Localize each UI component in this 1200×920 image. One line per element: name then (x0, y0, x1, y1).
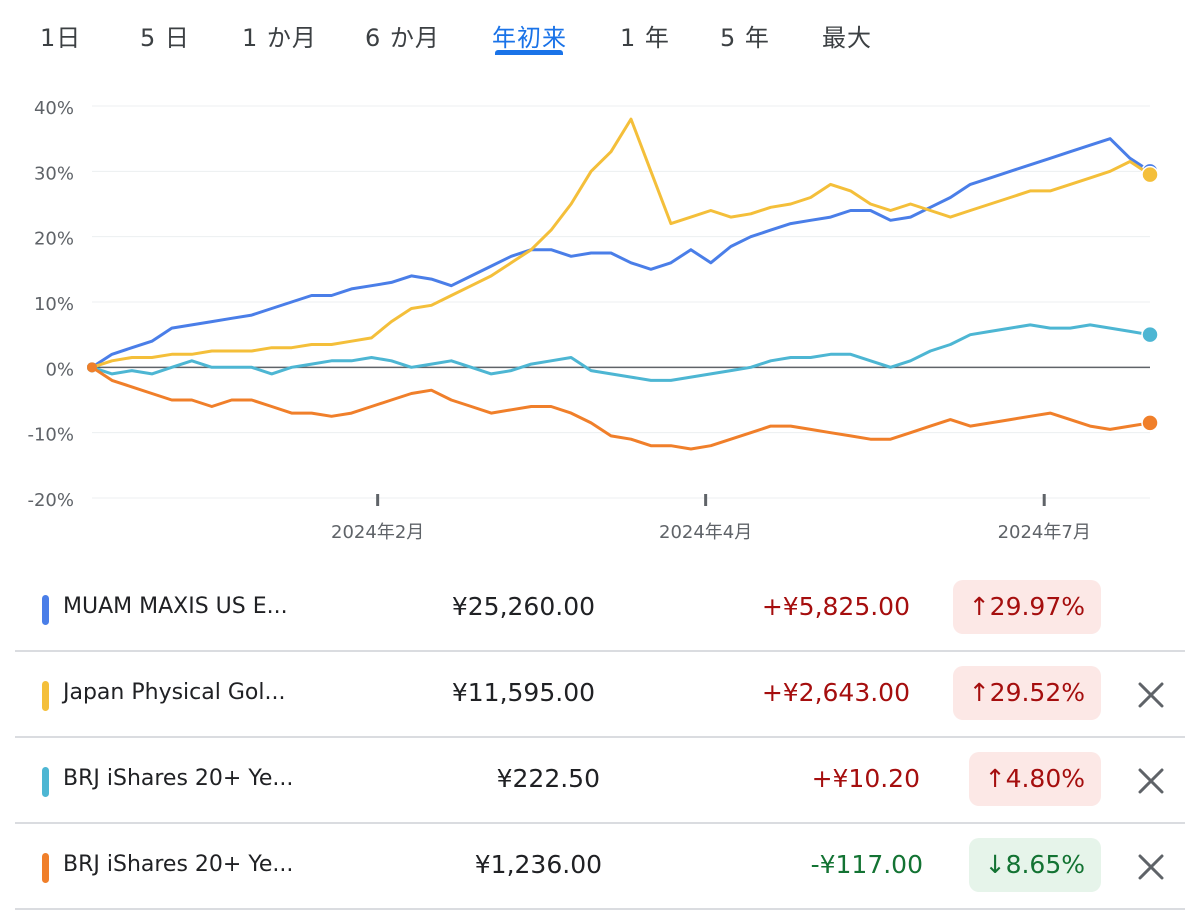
arrow-up-icon: ↑ (984, 764, 1006, 793)
tab-ytd[interactable]: 年初来 (492, 24, 567, 52)
close-icon (1138, 682, 1164, 708)
series-line-muam (90, 137, 1152, 369)
tab-5y[interactable]: 5 年 (720, 24, 770, 52)
tab-max[interactable]: 最大 (822, 24, 872, 52)
close-icon (1138, 854, 1164, 880)
x-tick-label: 2024年4月 (659, 522, 752, 543)
holding-change: +¥10.20 (811, 764, 920, 793)
series-color-swatch (42, 595, 49, 625)
y-tick-label: 10% (34, 294, 74, 315)
holding-name: BRJ iShares 20+ Ye... (63, 766, 294, 791)
percent-value: 29.52% (989, 678, 1085, 707)
y-tick-label: -10% (27, 425, 74, 446)
series-line-gold (90, 117, 1152, 369)
x-tick-label: 2024年2月 (331, 522, 424, 543)
tab-1y[interactable]: 1 年 (620, 24, 670, 52)
remove-button[interactable] (1131, 847, 1171, 887)
row-divider (15, 736, 1185, 738)
comparison-line-chart: 40% 30% 20% 10% 0% -10% -20% 2024年2月 2024年4月 2024… (27, 98, 1159, 543)
arrow-up-icon: ↑ (968, 592, 990, 621)
time-range-tabs: 1日 5 日 1 か月 6 か月 年初来 1 年 5 年 最大 (0, 0, 1200, 60)
holding-percent-badge: ↑29.97% (952, 580, 1101, 634)
holding-change: +¥2,643.00 (761, 678, 910, 707)
remove-button[interactable] (1131, 761, 1171, 801)
holding-price: ¥25,260.00 (451, 592, 595, 621)
holding-row[interactable]: BRJ iShares 20+ Ye... ¥222.50 +¥10.20 ↑4… (15, 738, 1185, 824)
holding-price: ¥222.50 (496, 764, 600, 793)
series-line-brj_blue (90, 323, 1152, 382)
series-end-marker-brj_orange (1141, 414, 1159, 432)
holding-percent-badge: ↑4.80% (968, 752, 1101, 806)
y-tick-label: 0% (45, 359, 74, 380)
tab-1d[interactable]: 1日 (40, 24, 82, 52)
tab-1m[interactable]: 1 か月 (242, 24, 317, 52)
row-divider (15, 822, 1185, 824)
series-color-swatch (42, 853, 49, 883)
percent-value: 29.97% (989, 592, 1085, 621)
x-tick-label: 2024年7月 (998, 522, 1091, 543)
arrow-down-icon: ↓ (984, 850, 1006, 879)
series-start-point-brj_orange (87, 362, 97, 373)
tab-6m[interactable]: 6 か月 (365, 24, 440, 52)
y-tick-label: -20% (27, 490, 74, 511)
arrow-up-icon: ↑ (968, 678, 990, 707)
holding-row[interactable]: BRJ iShares 20+ Ye... ¥1,236.00 -¥117.00… (15, 824, 1185, 910)
holding-name: Japan Physical Gol... (63, 680, 286, 705)
holding-row[interactable]: MUAM MAXIS US E... ¥25,260.00 +¥5,825.00… (15, 566, 1185, 652)
percent-value: 8.65% (1005, 850, 1085, 879)
y-tick-label: 30% (34, 163, 74, 184)
holding-price: ¥1,236.00 (474, 850, 602, 879)
series-color-swatch (42, 681, 49, 711)
holding-name: BRJ iShares 20+ Ye... (63, 852, 294, 877)
tab-5d[interactable]: 5 日 (140, 24, 190, 52)
close-icon (1138, 768, 1164, 794)
y-tick-label: 20% (34, 229, 74, 250)
series-color-swatch (42, 767, 49, 797)
remove-button[interactable] (1131, 675, 1171, 715)
holding-row[interactable]: Japan Physical Gol... ¥11,595.00 +¥2,643… (15, 652, 1185, 738)
series-line-brj_orange (90, 365, 1152, 451)
y-tick-label: 40% (34, 98, 74, 119)
holding-percent-badge: ↓8.65% (968, 838, 1101, 892)
row-divider (15, 650, 1185, 652)
series-end-marker-gold (1141, 165, 1159, 184)
percent-value: 4.80% (1005, 764, 1085, 793)
holding-price: ¥11,595.00 (451, 678, 595, 707)
holding-change: +¥5,825.00 (761, 592, 910, 621)
row-divider (15, 908, 1185, 910)
holding-name: MUAM MAXIS US E... (63, 594, 288, 619)
series-end-marker-brj_blue (1141, 325, 1159, 344)
holding-percent-badge: ↑29.52% (952, 666, 1101, 720)
holding-change: -¥117.00 (810, 850, 923, 879)
active-tab-indicator (495, 50, 563, 55)
